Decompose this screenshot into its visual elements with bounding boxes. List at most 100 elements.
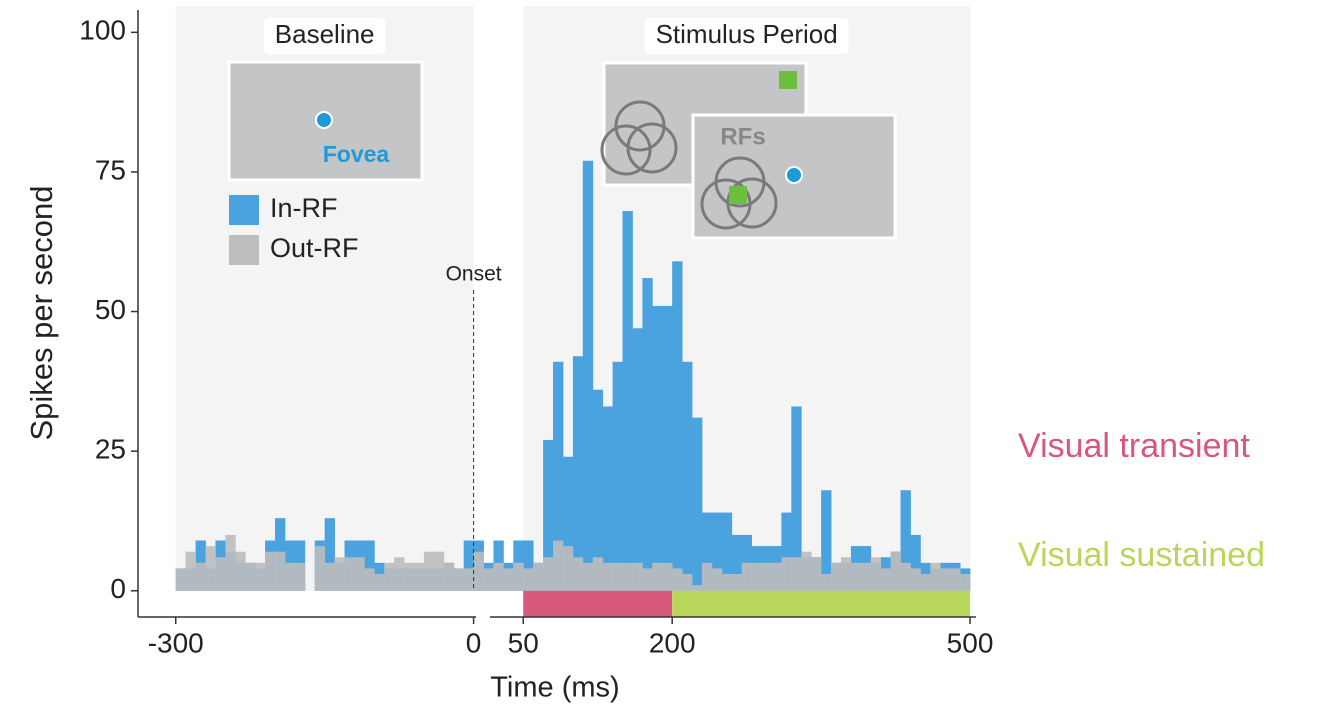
histogram-bar — [195, 562, 206, 591]
histogram-bar — [692, 585, 703, 591]
histogram-bar — [602, 562, 614, 591]
histogram-bar — [771, 562, 782, 591]
histogram-bar — [324, 562, 335, 591]
histogram-bar — [235, 551, 246, 591]
y-tick-label: 25 — [95, 434, 126, 465]
histogram-bar — [414, 562, 425, 591]
legend-label: Out-RF — [270, 233, 359, 263]
fovea-dot — [785, 166, 803, 184]
histogram-bar — [513, 562, 524, 591]
histogram-bar — [652, 305, 663, 591]
histogram-bar — [443, 562, 455, 591]
period-label-box — [644, 18, 849, 54]
stimulus-square — [729, 186, 747, 204]
epoch-label: Visual transient — [1018, 427, 1250, 465]
histogram-bar — [751, 562, 762, 591]
histogram-bar — [672, 568, 683, 591]
histogram-bar — [642, 278, 653, 591]
onset-label: Onset — [446, 263, 502, 286]
histogram-bar — [642, 568, 653, 591]
histogram-bar — [791, 557, 802, 591]
histogram-bar — [493, 562, 504, 591]
histogram-bar — [404, 562, 415, 591]
histogram-bar — [225, 534, 236, 591]
rf-circles — [600, 100, 678, 176]
period-label: Baseline — [275, 19, 375, 49]
x-tick-label: -300 — [148, 627, 204, 658]
inset-label: RFs — [720, 123, 765, 150]
histogram-bar — [314, 546, 326, 591]
histogram-bar — [860, 562, 872, 591]
histogram-bar — [890, 551, 901, 591]
histogram-bar — [294, 562, 306, 591]
histogram-bar — [632, 328, 643, 591]
histogram-bar — [940, 568, 951, 591]
histogram-bar — [334, 557, 345, 591]
foreground-layer: Baseline Stimulus Period 0 25 50 75 100 -300 0 50… — [79, 15, 1265, 659]
x-tick-label: 500 — [947, 627, 994, 658]
epoch-bar — [523, 590, 673, 617]
histogram-bar — [731, 534, 743, 591]
epoch-bar — [672, 590, 971, 617]
y-tick-label: 75 — [95, 154, 126, 185]
histogram-bar — [791, 406, 802, 591]
histogram-bar — [324, 518, 335, 591]
histogram-bar — [592, 389, 604, 591]
histogram-bar — [781, 557, 792, 591]
histogram-bar — [850, 562, 862, 591]
histogram-bar — [354, 557, 365, 591]
histogram-bar — [523, 540, 534, 591]
histogram-bar — [582, 562, 594, 591]
histogram-bar — [900, 562, 911, 591]
histogram-bar — [592, 557, 604, 591]
histogram-bar — [731, 574, 743, 591]
histogram-bar — [701, 512, 713, 591]
histogram-bar — [682, 361, 693, 591]
histogram-bar — [344, 557, 355, 591]
histogram-bar — [562, 456, 574, 591]
histogram-bar — [960, 574, 971, 591]
inset-label: Fovea — [323, 141, 390, 167]
histogram-bar — [950, 568, 961, 591]
histogram-bar — [384, 562, 395, 591]
histogram-bar — [463, 540, 474, 591]
histogram-bar — [562, 546, 574, 591]
histogram-bar — [572, 557, 584, 591]
histogram-bar — [672, 261, 683, 591]
histogram-bar — [741, 562, 753, 591]
fovea-dot — [315, 111, 333, 129]
histogram-bar — [761, 562, 772, 591]
histogram-bar — [483, 568, 494, 591]
histogram-bar — [572, 356, 584, 591]
histogram-bar — [801, 551, 812, 591]
x-tick-label: 50 — [508, 627, 539, 658]
histogram-bar — [711, 512, 723, 591]
histogram-bar — [423, 551, 435, 591]
legend-swatch — [229, 235, 259, 265]
histogram-bar — [473, 551, 484, 591]
histogram-bar — [781, 512, 792, 591]
histogram-bar — [602, 406, 614, 591]
x-tick-label: 0 — [466, 627, 482, 658]
histogram-bar — [632, 562, 643, 591]
histogram-bar — [245, 562, 256, 591]
period-label-box — [263, 18, 386, 54]
histogram-bar — [652, 562, 663, 591]
histogram-bar — [721, 574, 733, 591]
histogram-bar — [920, 574, 931, 591]
histogram-bar — [880, 568, 892, 591]
histogram-bar — [612, 562, 623, 591]
legend-swatch — [229, 195, 259, 225]
rf-circles — [700, 156, 778, 230]
histogram-bar — [364, 568, 375, 591]
histogram-bar — [692, 417, 703, 591]
histogram-bar — [364, 540, 375, 591]
histogram-bar — [821, 490, 832, 591]
histogram-bar — [543, 557, 554, 591]
histogram-bar — [900, 490, 911, 591]
histogram-bar — [275, 551, 286, 591]
histogram-bar — [503, 568, 514, 591]
histogram-bar — [205, 546, 216, 591]
y-tick-label: 100 — [79, 15, 126, 46]
legend-label: In-RF — [270, 193, 338, 223]
